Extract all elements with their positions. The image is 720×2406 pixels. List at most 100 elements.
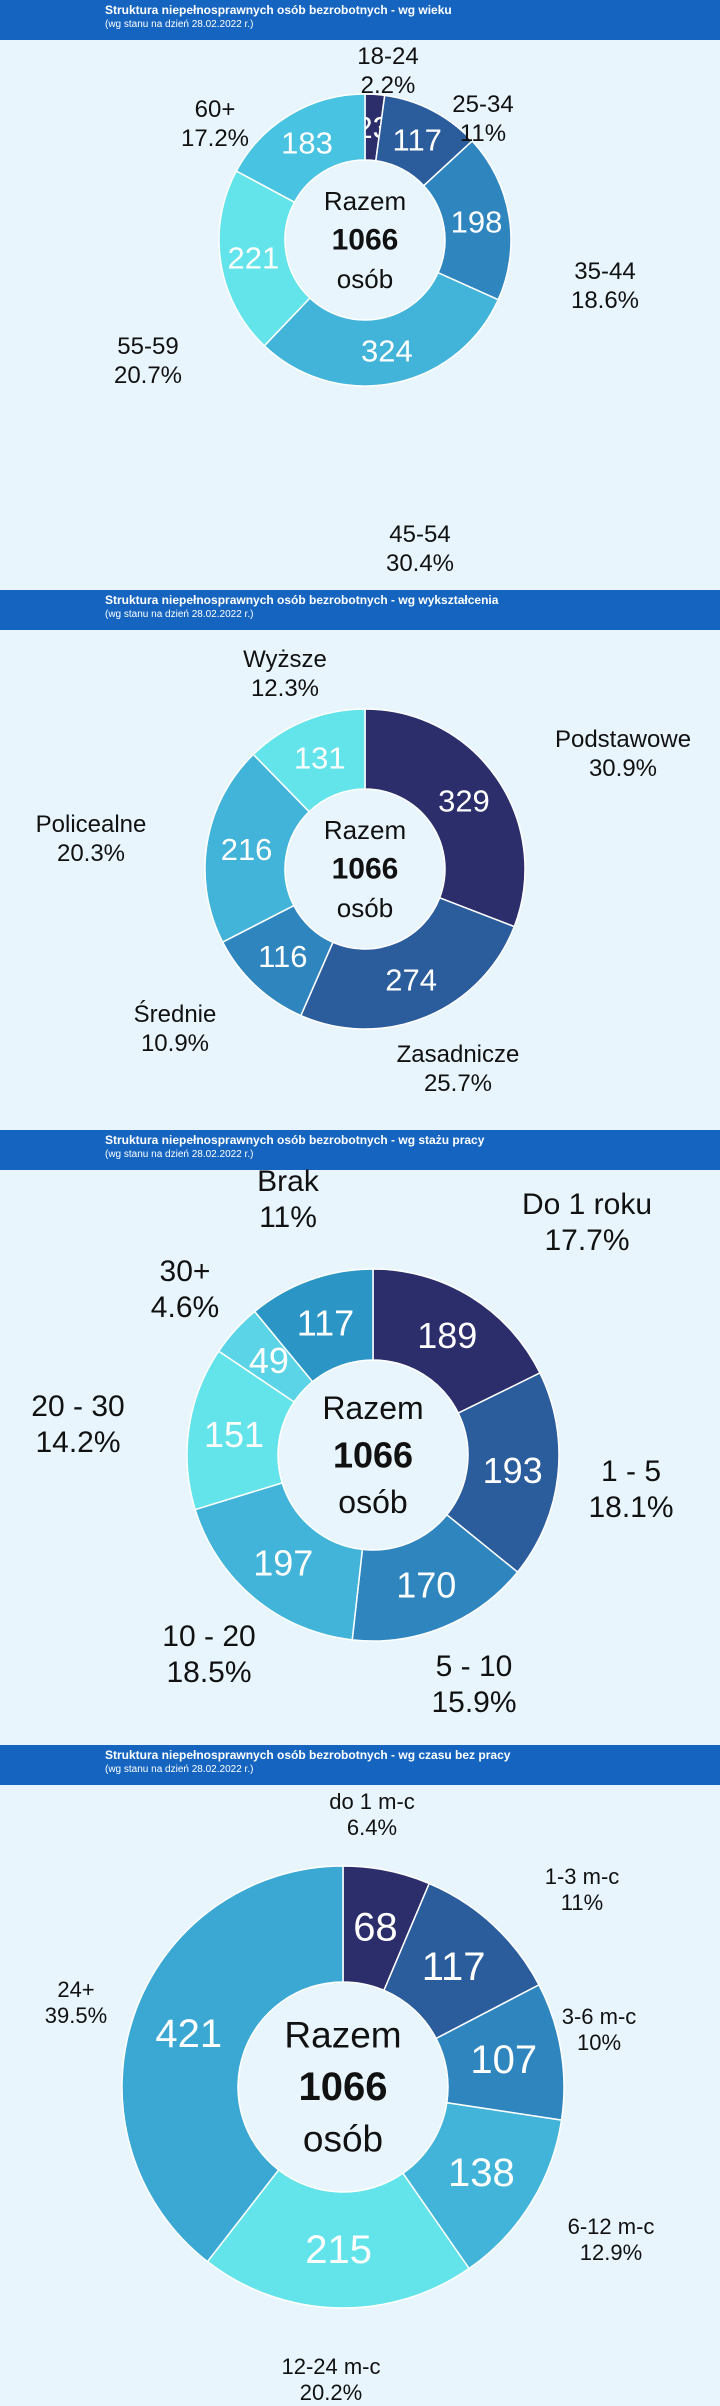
category-name: 1-3 m-c (544, 1863, 620, 1889)
slice-value-label: 193 (483, 1450, 543, 1491)
chart-title: Struktura niepełnosprawnych osób bezrobo… (105, 3, 452, 17)
slice-value-label: 221 (228, 240, 280, 275)
chart-title: Struktura niepełnosprawnych osób bezrobo… (105, 593, 499, 607)
category-label: 25-34 11% (452, 91, 513, 149)
donut-slice-1 (445, 1371, 560, 1574)
category-label: 24+ 39.5% (45, 1977, 107, 2030)
category-percent: 10.9% (140, 1029, 210, 1057)
category-name: Podstawowe (554, 726, 692, 754)
slice-value-label: 117 (297, 1302, 354, 1343)
donut-slice-6 (253, 1268, 374, 1383)
chart-title: Struktura niepełnosprawnych osób bezrobo… (105, 1748, 511, 1762)
donut-slice-3 (194, 1481, 364, 1641)
donut-slice-1 (299, 896, 516, 1030)
category-percent: 20.3% (56, 839, 126, 867)
category-label: 12-24 m-c 20.2% (281, 2354, 380, 2406)
category-name: Wyższe (243, 646, 327, 674)
chart-subtitle: (wg stanu na dzień 28.02.2022 r.) (105, 609, 254, 620)
category-percent: 6.4% (346, 1815, 398, 1840)
category-label: 3-6 m-c 10% (562, 2004, 637, 2057)
slice-value-label: 329 (438, 784, 490, 819)
center-label-total: 1066 (332, 853, 399, 886)
donut-chart-education: 329 274 116 216 131 Razem 1066 osób (204, 708, 526, 1030)
center-label-total: 1066 (299, 2065, 388, 2109)
chart-title: Struktura niepełnosprawnych osób bezrobo… (105, 1133, 485, 1147)
donut-slice-0 (364, 708, 526, 928)
donut-slice-5 (121, 1865, 344, 2263)
category-label: 20 - 30 14.2% (31, 1389, 124, 1461)
category-percent: 10% (576, 2030, 622, 2055)
category-percent: 12.9% (579, 2240, 643, 2265)
slice-value-label: 274 (385, 962, 437, 997)
category-percent: 15.9% (431, 1686, 517, 1719)
category-label: 35-44 18.6% (571, 258, 639, 316)
slice-value-label: 49 (249, 1340, 289, 1381)
center-label-total: 1066 (333, 1435, 413, 1476)
category-percent: 12.3% (250, 674, 320, 702)
category-percent: 30.9% (588, 754, 658, 782)
slice-value-label: 324 (361, 333, 413, 368)
category-name: 45-54 (389, 521, 451, 549)
category-name: 55-59 (117, 333, 179, 361)
category-percent: 18.6% (570, 286, 640, 314)
category-percent: 39.5% (44, 2003, 108, 2028)
category-percent: 4.6% (150, 1291, 220, 1324)
donut-slice-0 (372, 1268, 541, 1415)
donut-slice-3 (204, 753, 311, 944)
center-label-unit: osób (337, 264, 393, 294)
category-label: 1 - 5 18.1% (588, 1454, 673, 1526)
chart-panel-age: Struktura niepełnosprawnych osób bezrobo… (0, 0, 720, 590)
center-label-razem: Razem (322, 1390, 423, 1426)
category-name: 35-44 (574, 258, 636, 286)
slice-value-label: 421 (155, 2012, 222, 2056)
chart-banner: Struktura niepełnosprawnych osób bezrobo… (0, 1745, 720, 1785)
category-percent: 20.2% (299, 2380, 363, 2405)
center-label-razem: Razem (324, 815, 406, 845)
category-percent: 17.7% (544, 1224, 630, 1257)
center-label-razem: Razem (284, 2015, 401, 2056)
category-label: Średnie 10.9% (134, 1001, 217, 1059)
category-label: do 1 m-c 6.4% (329, 1789, 415, 1842)
slice-value-label: 215 (305, 2228, 372, 2272)
category-name: 60+ (194, 96, 236, 124)
category-name: 30+ (159, 1255, 211, 1288)
category-name: Średnie (133, 1001, 217, 1029)
category-label: 55-59 20.7% (114, 333, 182, 391)
category-percent: 2.2% (360, 71, 416, 99)
category-label: 1-3 m-c 11% (545, 1864, 620, 1917)
slice-value-label: 189 (417, 1315, 477, 1356)
category-name: Policealne (35, 811, 147, 839)
chart-panel-education: Struktura niepełnosprawnych osób bezrobo… (0, 590, 720, 1130)
slice-value-label: 68 (353, 1905, 398, 1949)
category-name: 3-6 m-c (561, 2003, 637, 2029)
donut-slice-5 (235, 93, 366, 204)
chart-panel-time-without-work: Struktura niepełnosprawnych osób bezrobo… (0, 1745, 720, 2405)
category-percent: 20.7% (113, 361, 183, 389)
chart-subtitle: (wg stanu na dzień 28.02.2022 r.) (105, 1764, 254, 1775)
category-label: 30+ 4.6% (151, 1254, 219, 1326)
donut-chart-time-without-work: 68 117 107 138 215 421 Razem 1066 osób (121, 1865, 565, 2309)
center-label-unit: osób (303, 2119, 383, 2160)
chart-subtitle: (wg stanu na dzień 28.02.2022 r.) (105, 1149, 254, 1160)
category-percent: 25.7% (423, 1069, 493, 1097)
category-name: do 1 m-c (329, 1788, 415, 1814)
category-name: 10 - 20 (162, 1620, 256, 1653)
category-name: Brak (257, 1165, 319, 1198)
slice-value-label: 131 (294, 740, 346, 775)
category-label: 18-24 2.2% (357, 43, 418, 101)
category-percent: 11% (259, 1201, 317, 1234)
donut-slice-4 (252, 708, 366, 813)
category-label: Zasadnicze 25.7% (397, 1041, 520, 1099)
category-name: 25-34 (452, 91, 514, 119)
center-label-unit: osób (338, 1484, 407, 1520)
category-percent: 18.1% (588, 1491, 674, 1524)
category-percent: 30.4% (385, 549, 455, 577)
slice-value-label: 117 (393, 122, 442, 157)
slice-value-label: 170 (396, 1565, 456, 1606)
chart-banner: Struktura niepełnosprawnych osób bezrobo… (0, 590, 720, 630)
slice-value-label: 151 (204, 1414, 264, 1455)
category-percent: 14.2% (35, 1426, 121, 1459)
category-name: 6-12 m-c (567, 2213, 655, 2239)
category-label: Do 1 roku 17.7% (522, 1187, 652, 1259)
